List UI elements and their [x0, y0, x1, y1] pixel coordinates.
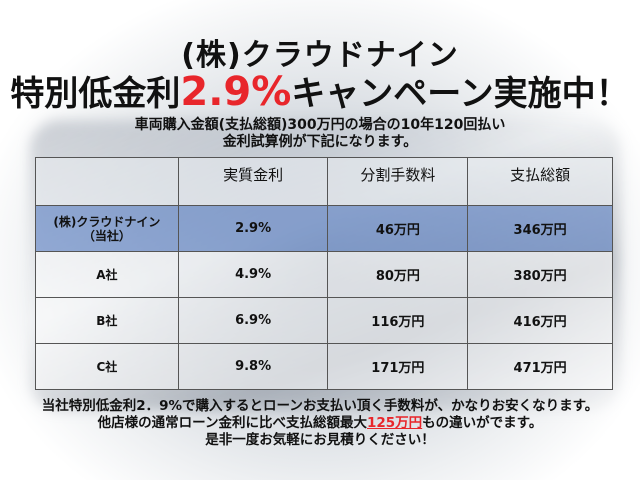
subtitle-line-1: 車両購入金額(支払総額)300万円の場合の10年120回払い — [134, 117, 506, 133]
campaign-title: 特別低金利2.9%キャンペーン実施中！ — [0, 66, 640, 115]
header-cell — [35, 157, 179, 206]
company-cell: C社 — [35, 343, 179, 390]
company-cell: (株)クラウドナイン （当社） — [35, 205, 179, 252]
fee-cell: 171万円 — [327, 343, 469, 390]
header-cell: 分割手数料 — [327, 157, 469, 206]
company-cell: B社 — [35, 297, 179, 344]
fee-cell: 80万円 — [327, 251, 469, 298]
company-cell: A社 — [35, 251, 179, 298]
header-cell: 実質金利 — [177, 157, 329, 206]
total-cell: 346万円 — [467, 205, 613, 252]
rate-cell: 4.9% — [177, 251, 329, 298]
footer-line-2-post: もの違いがでます。 — [422, 415, 543, 431]
table-row: C社 9.8% 171万円 471万円 — [35, 343, 613, 390]
total-cell: 380万円 — [467, 251, 613, 298]
rate-cell: 2.9% — [177, 205, 329, 252]
subtitle-line-2: 金利試算例が下記になります。 — [222, 134, 418, 150]
footer-text: 当社特別低金利2．9%で購入するとローンお支払い頂く手数料が、かなりお安くなりま… — [0, 398, 640, 449]
savings-highlight: 125万円 — [366, 415, 423, 431]
footer-line-2: 他店様の通常ローン金利に比べ支払総額最大125万円もの違いがでます。 — [0, 415, 640, 432]
rate-cell: 6.9% — [177, 297, 329, 344]
footer-line-3: 是非一度お気軽にお見積りください！ — [205, 432, 435, 448]
table-row: B社 6.9% 116万円 416万円 — [35, 297, 613, 344]
company-title: (株)クラウドナイン — [181, 38, 459, 73]
footer-line-2-pre: 他店様の通常ローン金利に比べ支払総額最大 — [97, 415, 367, 431]
fee-cell: 46万円 — [327, 205, 469, 252]
table-row: A社 4.9% 80万円 380万円 — [35, 251, 613, 298]
total-cell: 416万円 — [467, 297, 613, 344]
campaign-rate: 2.9% — [180, 69, 292, 115]
table-header-row: 実質金利 分割手数料 支払総額 — [35, 157, 613, 206]
table-row: (株)クラウドナイン （当社） 2.9% 46万円 346万円 — [35, 205, 613, 252]
campaign-prefix: 特別低金利 — [10, 74, 181, 114]
fee-cell: 116万円 — [327, 297, 469, 344]
footer-line-1: 当社特別低金利2．9%で購入するとローンお支払い頂く手数料が、かなりお安くなりま… — [41, 398, 599, 414]
company-note: （当社） — [82, 228, 131, 243]
subtitle: 車両購入金額(支払総額)300万円の場合の10年120回払い 金利試算例が下記にな… — [0, 117, 640, 151]
total-cell: 471万円 — [467, 343, 613, 390]
rate-cell: 9.8% — [177, 343, 329, 390]
company-name: (株)クラウドナイン — [53, 214, 161, 229]
header-cell: 支払総額 — [467, 157, 613, 206]
rate-comparison-table: 実質金利 分割手数料 支払総額 (株)クラウドナイン （当社） 2.9% 46万円… — [35, 157, 613, 390]
campaign-suffix: キャンペーン実施中！ — [291, 74, 630, 114]
